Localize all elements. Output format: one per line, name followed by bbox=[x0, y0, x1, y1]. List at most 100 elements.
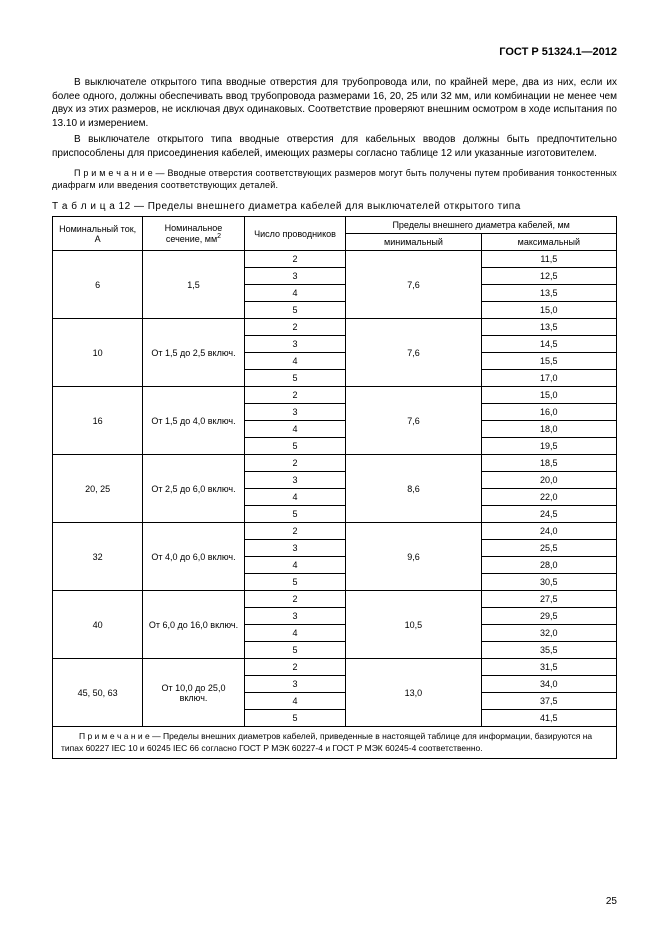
cell-max: 27,5 bbox=[481, 591, 616, 608]
cell-amp: 6 bbox=[53, 251, 143, 319]
cell-max: 28,0 bbox=[481, 557, 616, 574]
cell-min: 7,6 bbox=[346, 387, 481, 455]
doc-header: ГОСТ Р 51324.1—2012 bbox=[52, 46, 617, 58]
cell-section: От 4,0 до 6,0 включ. bbox=[143, 523, 245, 591]
cell-max: 17,0 bbox=[481, 370, 616, 387]
cell-max: 18,0 bbox=[481, 421, 616, 438]
cell-conductors: 2 bbox=[244, 251, 346, 268]
cell-min: 9,6 bbox=[346, 523, 481, 591]
cable-diameter-table: Номинальный ток, А Номинальное сечение, … bbox=[52, 216, 617, 759]
cell-conductors: 5 bbox=[244, 642, 346, 659]
cell-max: 25,5 bbox=[481, 540, 616, 557]
cell-amp: 20, 25 bbox=[53, 455, 143, 523]
table-row: 16От 1,5 до 4,0 включ.27,615,0 bbox=[53, 387, 617, 404]
table-footnote: П р и м е ч а н и е — Пределы внешних ди… bbox=[53, 727, 617, 759]
cell-conductors: 3 bbox=[244, 540, 346, 557]
paragraph: В выключателе открытого типа вводные отв… bbox=[52, 76, 617, 130]
th-limits: Пределы внешнего диаметра кабелей, мм bbox=[346, 217, 617, 234]
cell-conductors: 5 bbox=[244, 710, 346, 727]
cell-conductors: 4 bbox=[244, 421, 346, 438]
cell-conductors: 4 bbox=[244, 489, 346, 506]
note-paragraph: П р и м е ч а н и е — Вводные отверстия … bbox=[52, 168, 617, 191]
cell-conductors: 5 bbox=[244, 574, 346, 591]
cell-min: 10,5 bbox=[346, 591, 481, 659]
table-row: 40От 6,0 до 16,0 включ.210,527,5 bbox=[53, 591, 617, 608]
cell-max: 30,5 bbox=[481, 574, 616, 591]
table-row: 32От 4,0 до 6,0 включ.29,624,0 bbox=[53, 523, 617, 540]
cell-conductors: 2 bbox=[244, 319, 346, 336]
cell-max: 15,0 bbox=[481, 302, 616, 319]
cell-max: 19,5 bbox=[481, 438, 616, 455]
cell-amp: 10 bbox=[53, 319, 143, 387]
th-section-sup: 2 bbox=[217, 233, 221, 240]
cell-max: 41,5 bbox=[481, 710, 616, 727]
cell-conductors: 4 bbox=[244, 625, 346, 642]
cell-amp: 40 bbox=[53, 591, 143, 659]
cell-section: 1,5 bbox=[143, 251, 245, 319]
cell-conductors: 5 bbox=[244, 438, 346, 455]
cell-max: 11,5 bbox=[481, 251, 616, 268]
th-max: максимальный bbox=[481, 234, 616, 251]
cell-conductors: 3 bbox=[244, 608, 346, 625]
cell-amp: 45, 50, 63 bbox=[53, 659, 143, 727]
th-conductors: Число проводников bbox=[244, 217, 346, 251]
cell-conductors: 3 bbox=[244, 472, 346, 489]
cell-conductors: 2 bbox=[244, 387, 346, 404]
cell-max: 34,0 bbox=[481, 676, 616, 693]
cell-min: 13,0 bbox=[346, 659, 481, 727]
page-number: 25 bbox=[606, 896, 617, 907]
cell-max: 29,5 bbox=[481, 608, 616, 625]
cell-section: От 2,5 до 6,0 включ. bbox=[143, 455, 245, 523]
cell-max: 15,0 bbox=[481, 387, 616, 404]
cell-max: 37,5 bbox=[481, 693, 616, 710]
cell-conductors: 2 bbox=[244, 523, 346, 540]
cell-max: 14,5 bbox=[481, 336, 616, 353]
cell-conductors: 5 bbox=[244, 370, 346, 387]
table-row: 20, 25От 2,5 до 6,0 включ.28,618,5 bbox=[53, 455, 617, 472]
cell-section: От 6,0 до 16,0 включ. bbox=[143, 591, 245, 659]
cell-max: 13,5 bbox=[481, 319, 616, 336]
cell-amp: 16 bbox=[53, 387, 143, 455]
cell-max: 24,5 bbox=[481, 506, 616, 523]
cell-conductors: 3 bbox=[244, 676, 346, 693]
cell-conductors: 4 bbox=[244, 353, 346, 370]
cell-conductors: 4 bbox=[244, 693, 346, 710]
cell-max: 20,0 bbox=[481, 472, 616, 489]
cell-conductors: 2 bbox=[244, 659, 346, 676]
table-row: 10От 1,5 до 2,5 включ.27,613,5 bbox=[53, 319, 617, 336]
cell-max: 22,0 bbox=[481, 489, 616, 506]
cell-section: От 10,0 до 25,0 включ. bbox=[143, 659, 245, 727]
cell-conductors: 3 bbox=[244, 404, 346, 421]
cell-conductors: 2 bbox=[244, 455, 346, 472]
cell-section: От 1,5 до 4,0 включ. bbox=[143, 387, 245, 455]
cell-min: 7,6 bbox=[346, 319, 481, 387]
cell-max: 35,5 bbox=[481, 642, 616, 659]
cell-max: 32,0 bbox=[481, 625, 616, 642]
cell-max: 24,0 bbox=[481, 523, 616, 540]
paragraph: В выключателе открытого типа вводные отв… bbox=[52, 133, 617, 160]
cell-conductors: 4 bbox=[244, 285, 346, 302]
table-row: 45, 50, 63От 10,0 до 25,0 включ.213,031,… bbox=[53, 659, 617, 676]
cell-conductors: 3 bbox=[244, 336, 346, 353]
cell-conductors: 5 bbox=[244, 302, 346, 319]
cell-min: 7,6 bbox=[346, 251, 481, 319]
cell-max: 15,5 bbox=[481, 353, 616, 370]
cell-max: 16,0 bbox=[481, 404, 616, 421]
cell-max: 12,5 bbox=[481, 268, 616, 285]
cell-max: 31,5 bbox=[481, 659, 616, 676]
th-current: Номинальный ток, А bbox=[53, 217, 143, 251]
cell-conductors: 2 bbox=[244, 591, 346, 608]
th-min: минимальный bbox=[346, 234, 481, 251]
cell-min: 8,6 bbox=[346, 455, 481, 523]
cell-max: 13,5 bbox=[481, 285, 616, 302]
table-row: 61,527,611,5 bbox=[53, 251, 617, 268]
th-section: Номинальное сечение, мм2 bbox=[143, 217, 245, 251]
table-caption: Т а б л и ц а 12 — Пределы внешнего диам… bbox=[52, 201, 617, 212]
cell-conductors: 4 bbox=[244, 557, 346, 574]
cell-section: От 1,5 до 2,5 включ. bbox=[143, 319, 245, 387]
th-section-text: Номинальное сечение, мм bbox=[165, 223, 223, 244]
cell-conductors: 5 bbox=[244, 506, 346, 523]
cell-amp: 32 bbox=[53, 523, 143, 591]
cell-conductors: 3 bbox=[244, 268, 346, 285]
cell-max: 18,5 bbox=[481, 455, 616, 472]
